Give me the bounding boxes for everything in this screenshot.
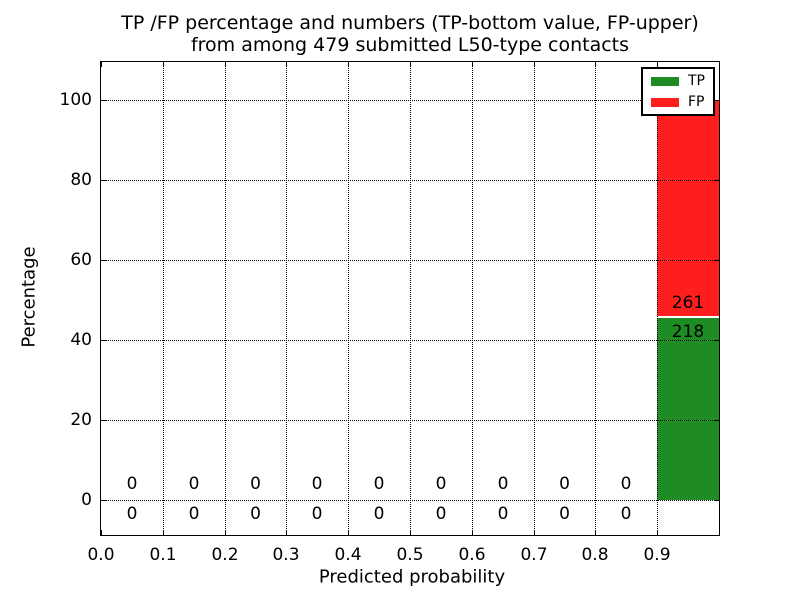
x-tick-label: 0.3 (272, 545, 300, 565)
y-tick-right (714, 180, 719, 181)
y-tick-right (714, 500, 719, 501)
gridline-x (348, 62, 349, 535)
x-tick-top (595, 62, 596, 67)
count-label-fp: 0 (435, 474, 447, 494)
y-tick-right (714, 420, 719, 421)
count-label-fp: 0 (620, 474, 632, 494)
x-tick-bottom (410, 530, 411, 535)
y-tick-right (714, 260, 719, 261)
y-tick-label: 40 (70, 330, 92, 350)
x-tick-bottom (163, 530, 164, 535)
count-label-tp: 0 (373, 504, 385, 524)
count-label-fp: 0 (559, 474, 570, 494)
count-label-tp: 0 (188, 504, 200, 524)
legend-item-tp: TP (651, 74, 705, 88)
x-tick-bottom (472, 530, 473, 535)
x-tick-top (101, 62, 102, 67)
x-tick-label: 0.2 (211, 545, 239, 565)
x-tick-bottom (286, 530, 287, 535)
legend-swatch-fp (651, 97, 679, 107)
chart-title-line2: from among 479 submitted L50-type contac… (190, 34, 630, 56)
x-tick-top (472, 62, 473, 67)
count-label-tp: 0 (250, 504, 261, 524)
y-tick-right (714, 340, 719, 341)
count-label-tp: 218 (671, 322, 705, 342)
bar-segment-fp (657, 100, 719, 316)
count-label-tp: 0 (435, 504, 447, 524)
count-label-fp: 0 (250, 474, 261, 494)
gridline-x (286, 62, 287, 535)
y-tick-label: 80 (70, 170, 92, 190)
x-tick-top (286, 62, 287, 67)
y-tick-left (101, 180, 106, 181)
gridline-x (225, 62, 226, 535)
count-label-fp: 0 (126, 474, 138, 494)
count-label-tp: 0 (620, 504, 632, 524)
x-tick-top (348, 62, 349, 67)
x-tick-top (657, 62, 658, 67)
x-tick-label: 0.6 (458, 545, 486, 565)
y-tick-label: 60 (70, 250, 92, 270)
count-label-tp: 0 (311, 504, 323, 524)
gridline-x (472, 62, 473, 535)
gridline-x (410, 62, 411, 535)
x-tick-bottom (225, 530, 226, 535)
x-tick-label: 0.0 (87, 545, 115, 565)
x-tick-label: 0.1 (149, 545, 177, 565)
x-tick-bottom (101, 530, 102, 535)
y-tick-left (101, 260, 106, 261)
y-tick-right (714, 100, 719, 101)
gridline-x (163, 62, 164, 535)
y-tick-left (101, 500, 106, 501)
count-label-fp: 0 (497, 474, 509, 494)
x-tick-label: 0.9 (643, 545, 671, 565)
gridline-x (657, 62, 658, 535)
x-tick-bottom (595, 530, 596, 535)
x-tick-label: 0.5 (396, 545, 424, 565)
x-tick-bottom (348, 530, 349, 535)
gridline-x (534, 62, 535, 535)
y-tick-label: 0 (81, 490, 92, 510)
y-tick-left (101, 100, 106, 101)
legend: TP FP (641, 67, 715, 116)
y-tick-left (101, 340, 106, 341)
count-label-fp: 0 (188, 474, 200, 494)
x-tick-label: 0.4 (334, 545, 362, 565)
count-label-tp: 0 (559, 504, 570, 524)
chart-title-line1: TP /FP percentage and numbers (TP-bottom… (121, 12, 699, 34)
count-label-fp: 0 (373, 474, 385, 494)
x-tick-bottom (534, 530, 535, 535)
bar-segment-tp (657, 318, 719, 500)
count-label-tp: 0 (126, 504, 138, 524)
legend-item-fp: FP (651, 95, 705, 109)
legend-label-tp: TP (688, 73, 705, 89)
x-tick-top (534, 62, 535, 67)
chart-title: TP /FP percentage and numbers (TP-bottom… (90, 12, 730, 56)
y-tick-left (101, 420, 106, 421)
count-label-fp: 0 (311, 474, 323, 494)
y-tick-label: 100 (59, 90, 92, 110)
x-tick-label: 0.8 (581, 545, 609, 565)
plot-area: TP FP (100, 61, 720, 536)
x-tick-top (225, 62, 226, 67)
x-tick-top (163, 62, 164, 67)
y-tick-label: 20 (70, 410, 92, 430)
legend-label-fp: FP (688, 94, 705, 110)
x-tick-label: 0.7 (520, 545, 548, 565)
count-label-fp: 261 (671, 293, 705, 313)
x-tick-top (410, 62, 411, 67)
legend-swatch-tp (651, 76, 679, 86)
count-label-tp: 0 (497, 504, 509, 524)
gridline-x (595, 62, 596, 535)
x-axis-title: Predicted probability (318, 566, 506, 588)
x-tick-bottom (657, 530, 658, 535)
